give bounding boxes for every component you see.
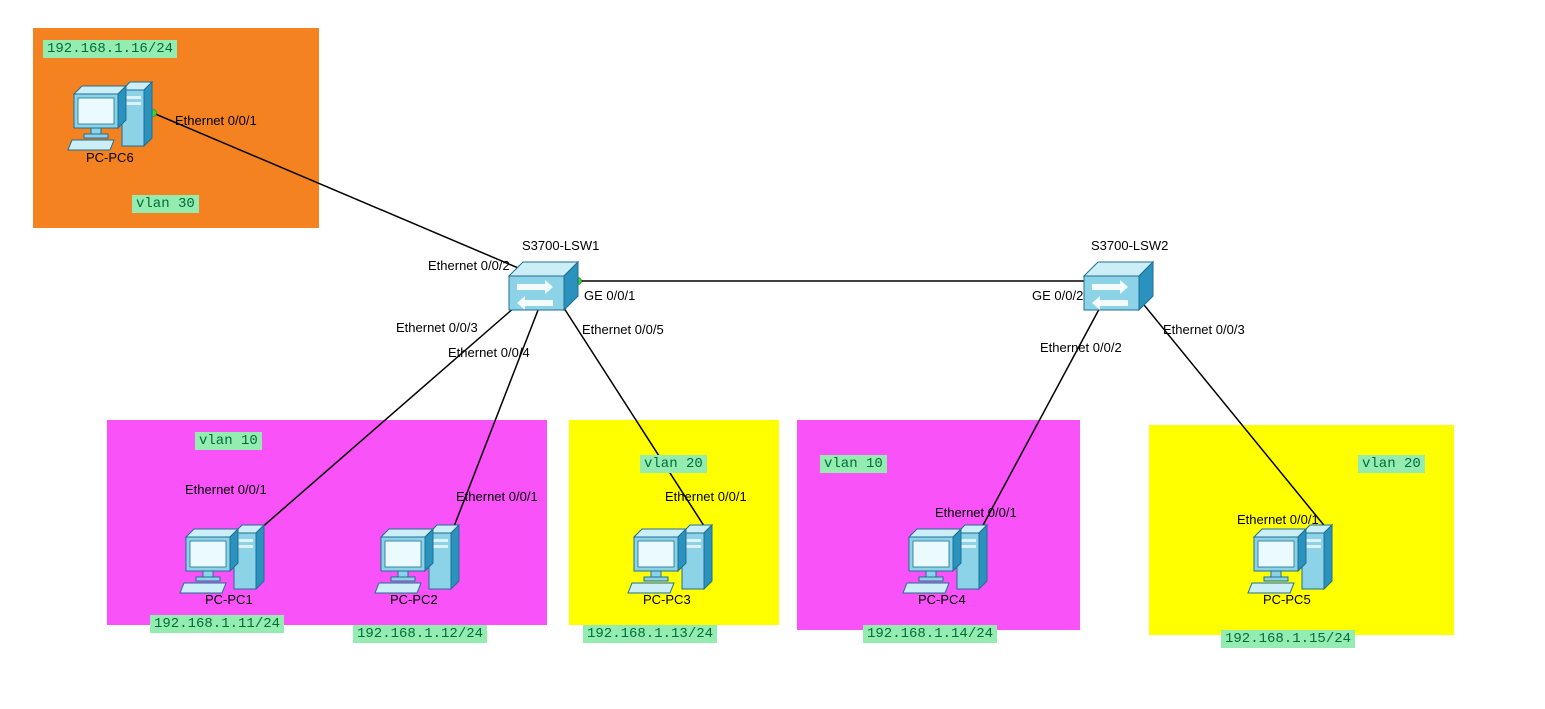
label-pc4: PC-PC4 [918, 592, 966, 607]
vlan10-label-left: vlan 10 [195, 432, 262, 450]
label-pc1: PC-PC1 [205, 592, 253, 607]
port-pc1-e001: Ethernet 0/0/1 [185, 482, 267, 497]
port-sw1-e004: Ethernet 0/0/4 [448, 345, 530, 360]
vlan10-box-left [107, 420, 547, 625]
port-pc2-e001: Ethernet 0/0/1 [456, 489, 538, 504]
vlan30-label: vlan 30 [132, 195, 199, 213]
vlan20-label-left: vlan 20 [640, 455, 707, 473]
vlan10-label-right: vlan 10 [820, 455, 887, 473]
label-sw1: S3700-LSW1 [522, 238, 599, 253]
link-sw2-pc5-dot-a [1137, 297, 1144, 304]
switch-icon-sw1 [509, 262, 578, 310]
link-sw2-pc4-dot-a [1101, 297, 1108, 304]
ip-pc5: 192.168.1.15/24 [1221, 630, 1355, 648]
ip-pc2: 192.168.1.12/24 [353, 625, 487, 643]
link-sw1-pc6-dot-a [520, 267, 527, 274]
link-sw1-sw2-dot-b [1095, 278, 1102, 285]
port-sw1-e005: Ethernet 0/0/5 [582, 322, 664, 337]
link-sw1-sw2-dot-a [575, 278, 582, 285]
label-pc2: PC-PC2 [390, 592, 438, 607]
port-sw1-e002: Ethernet 0/0/2 [428, 258, 510, 273]
port-pc6-e001: Ethernet 0/0/1 [175, 113, 257, 128]
ip-pc3: 192.168.1.13/24 [583, 625, 717, 643]
switch-icon-sw2 [1084, 262, 1153, 310]
ip-pc4: 192.168.1.14/24 [863, 625, 997, 643]
link-sw1-pc3-dot-a [559, 302, 566, 309]
port-pc5-e001: Ethernet 0/0/1 [1237, 512, 1319, 527]
port-sw1-ge001: GE 0/0/1 [584, 288, 635, 303]
port-pc4-e001: Ethernet 0/0/1 [935, 505, 1017, 520]
port-sw1-e003: Ethernet 0/0/3 [396, 320, 478, 335]
link-sw1-pc2-dot-a [537, 302, 544, 309]
label-pc3: PC-PC3 [643, 592, 691, 607]
port-sw2-ge002: GE 0/0/2 [1032, 288, 1083, 303]
link-sw1-pc1-dot-a [520, 297, 527, 304]
port-sw2-e003: Ethernet 0/0/3 [1163, 322, 1245, 337]
port-sw2-e002: Ethernet 0/0/2 [1040, 340, 1122, 355]
ip-pc6: 192.168.1.16/24 [43, 40, 177, 58]
port-pc3-e001: Ethernet 0/0/1 [665, 489, 747, 504]
vlan20-label-right: vlan 20 [1358, 455, 1425, 473]
label-pc5: PC-PC5 [1263, 592, 1311, 607]
label-sw2: S3700-LSW2 [1091, 238, 1168, 253]
ip-pc1: 192.168.1.11/24 [150, 615, 284, 633]
label-pc6: PC-PC6 [86, 150, 134, 165]
